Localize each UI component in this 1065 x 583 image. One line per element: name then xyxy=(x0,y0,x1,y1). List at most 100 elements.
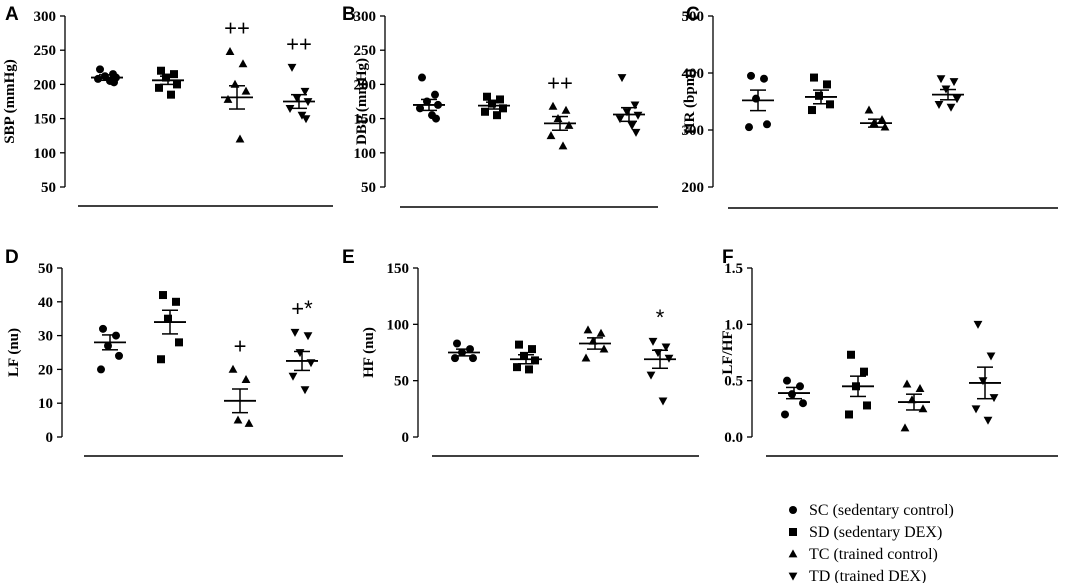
y-tick-label: 300 xyxy=(34,9,57,25)
series-sd xyxy=(842,350,874,419)
panel-f: F 0.0 0.5 1.0 1.5 LF/HF xyxy=(720,247,1058,457)
y-tick-label: 250 xyxy=(34,43,57,59)
legend-entry-tc: TC (trained control) xyxy=(788,546,938,563)
y-tick-label: 100 xyxy=(34,146,57,162)
data-point xyxy=(627,122,637,131)
data-point xyxy=(288,372,298,381)
y-tick-label: 50 xyxy=(394,374,409,390)
y-axis-label: HR (bpm) xyxy=(682,69,698,134)
data-point xyxy=(630,101,640,110)
data-point xyxy=(808,106,816,115)
y-tick-label: 0 xyxy=(46,430,54,446)
y-tick-label: 300 xyxy=(682,123,705,139)
series-sd xyxy=(805,73,837,115)
data-point xyxy=(164,314,172,323)
panel-b: B 50 100 150 200 250 300 DBP (mmHg) ++ xyxy=(342,4,658,208)
y-axis-label: LF/HF xyxy=(720,330,736,374)
legend-label: SD (sedentary DEX) xyxy=(809,524,942,541)
data-point xyxy=(233,415,243,424)
series-td xyxy=(613,74,645,137)
data-point xyxy=(513,363,521,372)
data-point xyxy=(96,65,104,74)
data-point xyxy=(826,100,834,109)
series-sd xyxy=(478,92,510,120)
data-point xyxy=(646,371,656,380)
data-point xyxy=(228,364,238,373)
panel-d: D 0 10 20 30 40 50 LF (nu) + +* xyxy=(5,247,343,457)
data-point xyxy=(520,351,528,360)
data-point xyxy=(172,297,180,306)
y-tick-label: 200 xyxy=(34,77,57,93)
data-point xyxy=(301,115,311,124)
y-tick-label: 200 xyxy=(354,77,377,93)
y-tick-label: 0.0 xyxy=(724,430,743,446)
data-point xyxy=(918,404,928,413)
data-point xyxy=(648,337,658,346)
data-point xyxy=(860,367,868,376)
data-point xyxy=(225,46,235,55)
data-point xyxy=(99,324,107,333)
data-point xyxy=(581,353,591,362)
data-point xyxy=(303,332,313,341)
data-point xyxy=(285,104,295,113)
series-td xyxy=(932,75,964,112)
y-tick-label: 50 xyxy=(38,261,53,277)
data-point xyxy=(170,70,178,79)
data-point xyxy=(525,365,533,374)
legend-entry-td: TD (trained DEX) xyxy=(788,568,926,583)
legend-entry-sd: SD (sedentary DEX) xyxy=(789,524,942,541)
data-point xyxy=(815,91,823,100)
data-point xyxy=(162,73,170,82)
y-tick-label: 150 xyxy=(34,112,57,128)
significance-label: +* xyxy=(291,296,313,321)
data-point xyxy=(633,111,643,120)
data-point xyxy=(823,80,831,89)
series-sc xyxy=(778,376,810,419)
legend: SC (sedentary control) SD (sedentary DEX)… xyxy=(788,502,954,583)
y-tick-label: 50 xyxy=(41,180,56,196)
data-point xyxy=(631,128,641,137)
legend-marker xyxy=(789,528,797,536)
data-point xyxy=(900,423,910,432)
data-point xyxy=(157,66,165,75)
data-point xyxy=(596,328,606,337)
legend-entry-sc: SC (sedentary control) xyxy=(789,502,954,519)
legend-label: TD (trained DEX) xyxy=(809,568,926,583)
data-point xyxy=(548,101,558,110)
data-point xyxy=(847,350,855,359)
panel-e: E 0 50 100 150 HF (nu) * xyxy=(342,247,699,457)
legend-label: TC (trained control) xyxy=(809,546,938,563)
y-tick-label: 200 xyxy=(682,180,705,196)
series-td xyxy=(969,320,1001,425)
data-point xyxy=(493,111,501,120)
series-tc xyxy=(860,105,892,131)
data-point xyxy=(167,90,175,99)
data-point xyxy=(752,94,760,103)
data-point xyxy=(496,95,504,104)
significance-label: ++ xyxy=(547,70,573,95)
legend-marker xyxy=(789,506,797,514)
data-point xyxy=(863,401,871,410)
data-point xyxy=(760,74,768,83)
series-td xyxy=(644,337,676,406)
data-point xyxy=(864,105,874,114)
y-tick-label: 10 xyxy=(38,396,53,412)
data-point xyxy=(661,343,671,352)
data-point xyxy=(295,349,305,358)
data-point xyxy=(244,418,254,427)
data-point xyxy=(558,141,568,150)
panel-a: A 50 100 150 200 250 300 SBP (mmHg) ++ ++ xyxy=(2,4,333,207)
panel-letter: C xyxy=(686,4,700,25)
y-tick-label: 250 xyxy=(354,43,377,59)
data-point xyxy=(936,75,946,84)
data-point xyxy=(788,390,796,399)
series-tc xyxy=(898,379,930,432)
data-point xyxy=(432,114,440,123)
data-point xyxy=(845,410,853,419)
data-point xyxy=(230,79,240,88)
data-point xyxy=(531,356,539,365)
significance-label: ++ xyxy=(286,31,312,56)
y-tick-label: 0 xyxy=(402,430,410,446)
y-axis-label: HF (nu) xyxy=(361,327,377,378)
